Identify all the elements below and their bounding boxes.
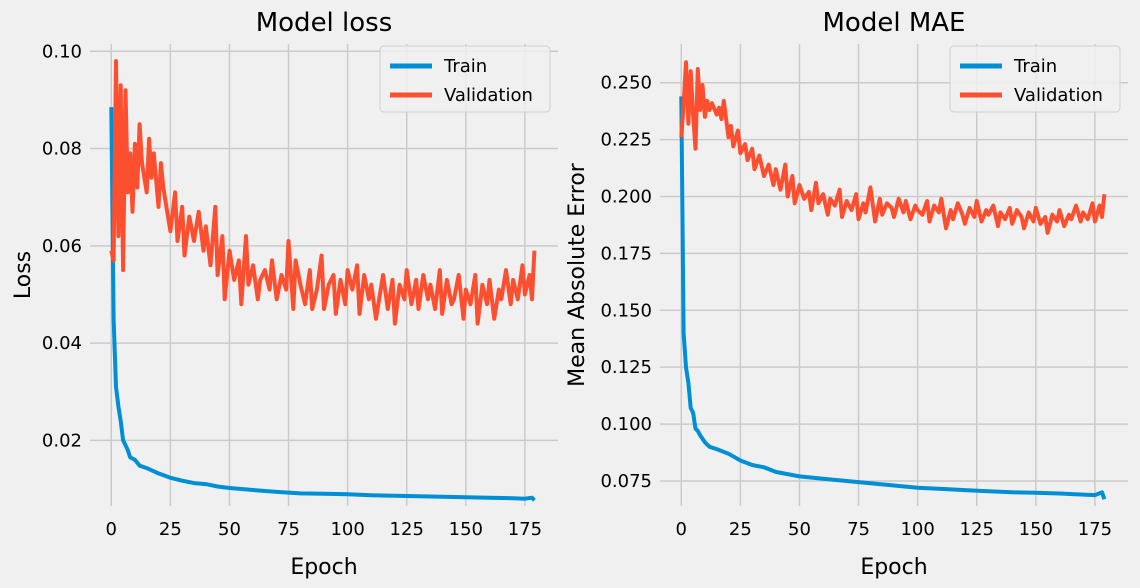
y-tick-label: 0.150: [600, 300, 652, 321]
y-tick-label: 0.04: [42, 333, 82, 354]
y-tick-label: 0.250: [600, 73, 652, 94]
y-tick-label: 0.02: [42, 430, 82, 451]
legend-label-validation: Validation: [444, 85, 533, 106]
y-tick-label: 0.08: [42, 139, 82, 160]
y-tick-label: 0.225: [600, 130, 652, 151]
x-tick-label: 100: [900, 519, 934, 540]
y-axis-label: Mean Absolute Error: [565, 162, 590, 387]
y-tick-label: 0.06: [42, 236, 82, 257]
x-tick-label: 125: [390, 519, 424, 540]
x-tick-label: 175: [1078, 519, 1112, 540]
y-tick-label: 0.075: [600, 471, 652, 492]
y-tick-label: 0.100: [600, 414, 652, 435]
x-tick-label: 100: [330, 519, 364, 540]
validation-series-line: [109, 59, 537, 326]
x-tick-label: 50: [788, 519, 811, 540]
x-tick-label: 50: [218, 519, 241, 540]
y-axis-label: Loss: [11, 251, 36, 299]
y-tick-label: 0.200: [600, 186, 652, 207]
chart-title: Model loss: [256, 8, 393, 38]
legend-label-validation: Validation: [1014, 85, 1103, 106]
mae-panel: 0 25 50 75 100 125 150 175 0.075 0.100 0.125 0.150 0…: [565, 8, 1128, 580]
x-tick-label: 25: [159, 519, 182, 540]
x-tick-label: 75: [847, 519, 870, 540]
train-series-line: [109, 107, 536, 502]
train-series-line: [679, 96, 1107, 500]
chart-title: Model MAE: [823, 8, 966, 38]
loss-panel: 0 25 50 75 100 125 150 175 0.02 0.04 0.06 0.08 0.10 M…: [11, 8, 558, 580]
legend-label-train: Train: [1013, 56, 1057, 77]
x-axis-label: Epoch: [290, 555, 357, 580]
x-tick-label: 0: [106, 519, 117, 540]
x-tick-label: 150: [449, 519, 483, 540]
y-tick-label: 0.125: [600, 357, 652, 378]
validation-series-line: [679, 60, 1107, 235]
x-tick-label: 175: [508, 519, 542, 540]
x-tick-label: 25: [729, 519, 752, 540]
legend-label-train: Train: [443, 56, 487, 77]
y-tick-label: 0.10: [42, 41, 82, 62]
x-tick-label: 75: [277, 519, 300, 540]
x-tick-label: 125: [960, 519, 994, 540]
x-tick-label: 0: [676, 519, 687, 540]
x-tick-label: 150: [1019, 519, 1053, 540]
x-axis-label: Epoch: [860, 555, 927, 580]
y-tick-label: 0.175: [600, 243, 652, 264]
